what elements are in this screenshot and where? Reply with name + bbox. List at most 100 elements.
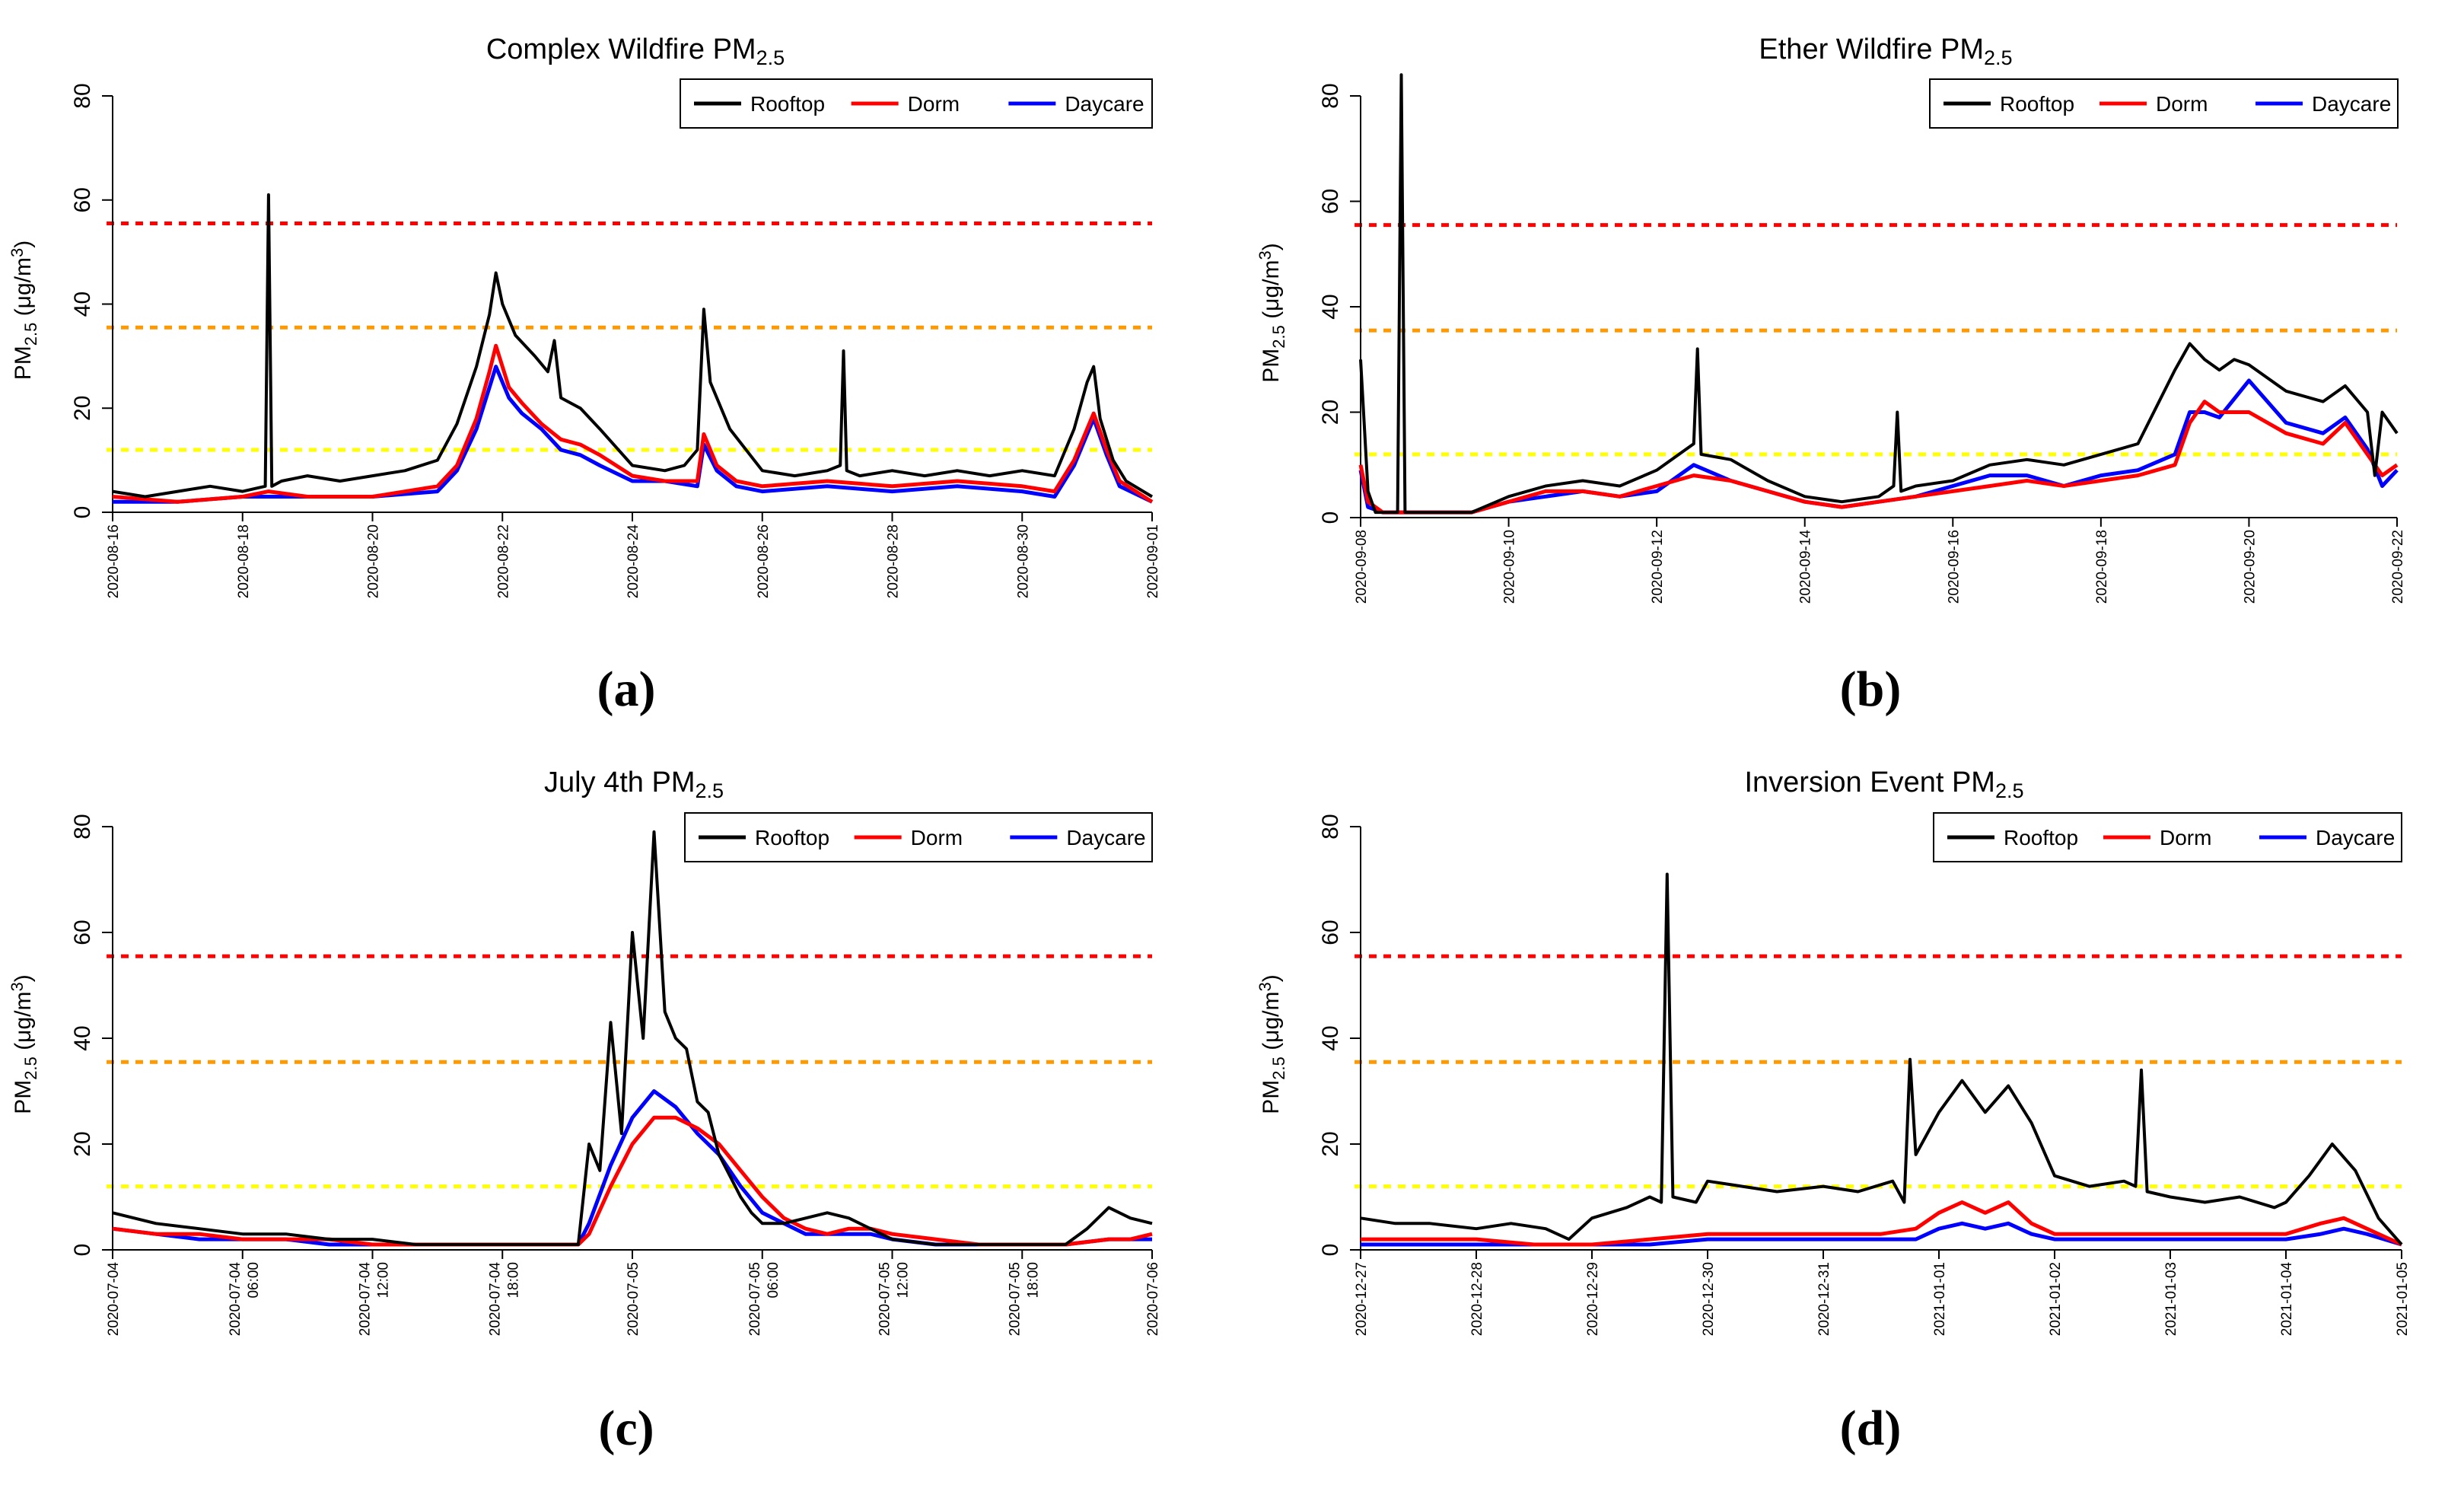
legend-box (1929, 78, 2399, 129)
series-line-dorm (1361, 1200, 2403, 1247)
legend-label-dorm: Dorm (911, 826, 963, 849)
y-tick-label: 80 (70, 814, 95, 839)
y-tick-label: 40 (70, 292, 95, 317)
panel-label: (d) (1840, 1401, 1902, 1456)
series-line-daycare (113, 365, 1154, 504)
x-tick-label: 2020-09-08 (1354, 530, 1370, 604)
legend-label-rooftop: Rooftop (750, 92, 825, 116)
series-line-rooftop (112, 830, 1153, 1246)
series-line-rooftop (1360, 872, 2403, 1246)
legend: Rooftop Dorm Daycare (1933, 812, 2402, 862)
x-tick-label: 2020-12-29 (1585, 1262, 1601, 1336)
chart-panel-3: July 4th PM2.5 0 20 40 60 80 PM2.5 (μg/m3) 2020… (8, 767, 1161, 1456)
series-line-rooftop (1359, 73, 2399, 515)
legend-label-daycare: Daycare (2316, 826, 2395, 849)
series-line-dorm (112, 343, 1154, 504)
series-line-dorm (112, 1115, 1153, 1247)
legend-label-dorm: Dorm (908, 92, 960, 116)
x-tick-label: 2020-09-12 (1650, 530, 1666, 604)
legend: Rooftop Dorm Daycare (1929, 78, 2399, 129)
series-line-dorm (1358, 400, 2399, 515)
x-tick-label: 2020-08-28 (886, 524, 902, 598)
legend-box (1933, 812, 2402, 862)
x-tick-label: 2020-07-04 18:00 (487, 1262, 521, 1337)
chart-title: Ether Wildfire PM2.5 (1759, 33, 2012, 69)
x-tick-label: 2020-12-27 (1354, 1262, 1370, 1336)
x-tick-label: 2020-07-04 (106, 1262, 122, 1337)
y-tick-label: 0 (70, 506, 95, 519)
x-tick-label: 2020-09-01 (1145, 524, 1161, 598)
x-tick-label: 2020-07-05 06:00 (747, 1262, 782, 1336)
x-tick-label: 2020-08-18 (236, 524, 252, 598)
legend-label-daycare: Daycare (2312, 92, 2391, 116)
y-tick-label: 60 (1318, 920, 1343, 945)
x-tick-label: 2020-08-26 (756, 524, 772, 598)
panel-label: (c) (598, 1401, 654, 1456)
legend-box (680, 78, 1153, 129)
x-tick-label: 2021-01-01 (1932, 1262, 1948, 1336)
x-tick-label: 2020-07-06 (1145, 1262, 1161, 1336)
chart-title: Complex Wildfire PM2.5 (486, 33, 785, 69)
legend-label-dorm: Dorm (2156, 92, 2208, 116)
y-tick-label: 40 (1318, 1025, 1343, 1050)
panel-label: (b) (1840, 661, 1902, 717)
y-tick-label: 20 (70, 396, 95, 421)
y-tick-label: 0 (70, 1244, 95, 1257)
x-tick-label: 2020-09-10 (1502, 530, 1518, 604)
chart-panel-1: Complex Wildfire PM2.5 0 20 40 60 80 PM2.5 (μg… (8, 33, 1161, 717)
x-tick-label: 2021-01-04 (2279, 1262, 2295, 1337)
chart-panel-2: Ether Wildfire PM2.5 0 20 40 60 80 PM2.5 (μg/m… (1256, 33, 2406, 717)
legend-label-daycare: Daycare (1066, 826, 1145, 849)
legend-label-rooftop: Rooftop (755, 826, 829, 849)
x-tick-label: 2020-09-22 (2390, 530, 2406, 604)
x-tick-label: 2020-08-22 (495, 524, 511, 598)
series-line-daycare (112, 1089, 1152, 1247)
legend-box (684, 812, 1153, 862)
x-tick-label: 2020-07-04 12:00 (358, 1262, 392, 1337)
legend: Rooftop Dorm Daycare (684, 812, 1153, 862)
x-tick-label: 2020-07-05 12:00 (877, 1262, 912, 1336)
panel-label: (a) (597, 661, 656, 717)
x-tick-label: 2020-09-16 (1946, 530, 1962, 604)
series-line-daycare (1358, 378, 2399, 515)
y-tick-label: 60 (70, 187, 95, 212)
y-axis-label: PM2.5 (μg/m3) (8, 974, 40, 1114)
legend: Rooftop Dorm Daycare (680, 78, 1153, 129)
y-tick-label: 20 (70, 1131, 95, 1156)
legend-label-rooftop: Rooftop (2000, 92, 2074, 116)
x-tick-label: 2020-12-30 (1701, 1262, 1717, 1336)
y-tick-label: 80 (1318, 814, 1343, 839)
legend-label-rooftop: Rooftop (2004, 826, 2078, 849)
x-tick-label: 2020-08-24 (626, 524, 641, 599)
y-axis-label: PM2.5 (μg/m3) (8, 241, 40, 380)
chart-title: July 4th PM2.5 (544, 767, 724, 802)
y-tick-label: 80 (1318, 83, 1343, 108)
chart-panel-4: Inversion Event PM2.5 0 20 40 60 80 PM2.5 (μg/… (1256, 767, 2411, 1456)
x-tick-label: 2020-08-30 (1015, 524, 1031, 598)
x-tick-label: 2020-07-04 06:00 (228, 1262, 262, 1337)
chart-title: Inversion Event PM2.5 (1744, 767, 2023, 802)
x-tick-label: 2020-09-18 (2094, 530, 2110, 604)
legend-label-dorm: Dorm (2160, 826, 2211, 849)
x-tick-label: 2021-01-02 (2048, 1262, 2064, 1336)
x-tick-label: 2020-08-20 (366, 524, 382, 598)
x-tick-label: 2021-01-05 (2395, 1262, 2411, 1336)
y-axis-label: PM2.5 (μg/m3) (1256, 974, 1288, 1114)
y-tick-label: 40 (1318, 294, 1343, 319)
y-tick-label: 60 (1318, 189, 1343, 214)
x-tick-label: 2020-08-16 (106, 524, 122, 598)
y-tick-label: 20 (1318, 400, 1343, 425)
y-tick-label: 60 (70, 920, 95, 945)
x-tick-label: 2020-12-28 (1469, 1262, 1485, 1336)
series-line-rooftop (112, 193, 1154, 499)
x-tick-label: 2020-09-20 (2242, 530, 2258, 604)
y-axis-label: PM2.5 (μg/m3) (1256, 243, 1288, 382)
x-tick-label: 2021-01-03 (2163, 1262, 2179, 1336)
legend-label-daycare: Daycare (1065, 92, 1144, 116)
y-tick-label: 80 (70, 83, 95, 108)
y-tick-label: 20 (1318, 1131, 1343, 1156)
x-tick-label: 2020-09-14 (1798, 530, 1814, 604)
y-tick-label: 0 (1318, 1244, 1343, 1257)
y-tick-label: 0 (1318, 512, 1343, 524)
